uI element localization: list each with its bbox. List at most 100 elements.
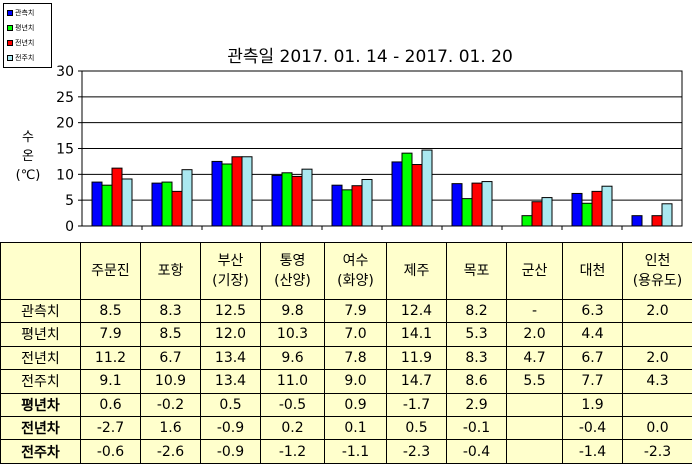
table-header-row: 주문진 포항 부산 (기장) 통영 (산양) 여수 (화양) 제주 목포 군산 대천 인천 (용유도) xyxy=(0,242,692,300)
table-cell: 2.0 xyxy=(506,322,563,347)
table-cell: -0.9 xyxy=(200,415,261,441)
station-name: (산양) xyxy=(274,272,311,289)
table-cell: 2.9 xyxy=(446,392,507,418)
legend-swatch xyxy=(7,40,13,46)
table-cell: 1.9 xyxy=(562,392,623,418)
bar xyxy=(541,197,553,227)
table-cell: -0.9 xyxy=(200,439,261,464)
station-name: 인천 xyxy=(644,252,671,269)
legend-swatch xyxy=(7,55,13,61)
table-cell: 12.4 xyxy=(386,298,447,324)
station-name: (화양) xyxy=(337,272,374,289)
bar xyxy=(391,161,403,227)
legend-label: 전년치 xyxy=(15,39,35,47)
table-cell: 10.9 xyxy=(140,369,201,394)
table-cell: 1.6 xyxy=(140,415,201,441)
row-label: 전주치 xyxy=(0,369,81,394)
table-cell: -0.1 xyxy=(446,415,507,441)
y-axis-label: 수 온 (℃) xyxy=(14,128,42,185)
table-cell: 4.3 xyxy=(622,369,692,394)
bar xyxy=(331,184,343,227)
bar xyxy=(91,181,103,227)
y-tick-label: 10 xyxy=(56,167,74,183)
y-axis-label-line-2: 온 xyxy=(22,149,34,164)
y-tick-label: 5 xyxy=(65,193,74,209)
table-cell: 9.6 xyxy=(260,345,325,371)
bar xyxy=(411,164,423,227)
legend-item: 전년치 xyxy=(7,37,34,49)
table-row: 전년차 -2.7 1.6 -0.9 0.2 0.1 0.5 -0.1 -0.4 0.0 xyxy=(0,415,692,441)
table-cell: 8.3 xyxy=(140,298,201,324)
station-name: 군산 xyxy=(521,262,548,279)
bar xyxy=(271,174,283,227)
table-cell: 2.0 xyxy=(622,298,692,324)
chart-title: 관측일 2017. 01. 14 - 2017. 01. 20 xyxy=(227,47,513,67)
row-label: 평년차 xyxy=(0,392,81,418)
legend-item: 전주치 xyxy=(7,52,34,64)
table-cell: -0.4 xyxy=(562,415,623,441)
table-cell: 7.9 xyxy=(324,298,387,324)
table-cell: 9.0 xyxy=(324,369,387,394)
bar xyxy=(281,172,293,227)
table-row: 전년치 11.2 6.7 13.4 9.6 7.8 11.9 8.3 4.7 6.7 2.0 xyxy=(0,345,692,371)
bar xyxy=(401,152,413,227)
bar xyxy=(301,168,313,227)
table-cell: 0.1 xyxy=(324,415,387,441)
station-name: 포항 xyxy=(157,262,184,279)
table-cell: 13.4 xyxy=(200,345,261,371)
table-cell: 11.0 xyxy=(260,369,325,394)
table-cell: -2.3 xyxy=(622,439,692,464)
table-cell: 9.8 xyxy=(260,298,325,324)
row-label: 전주차 xyxy=(0,439,81,464)
table-cell: -2.6 xyxy=(140,439,201,464)
bar xyxy=(571,192,583,227)
table-cell: 7.8 xyxy=(324,345,387,371)
table-row: 평년차 0.6 -0.2 0.5 -0.5 0.9 -1.7 2.9 1.9 xyxy=(0,392,692,418)
data-table: 주문진 포항 부산 (기장) 통영 (산양) 여수 (화양) 제주 목포 군산 대천 인천 (용유도) 관측… xyxy=(0,242,692,464)
table-cell: 14.7 xyxy=(386,369,447,394)
table-cell: 6.7 xyxy=(140,345,201,371)
station-name: (기장) xyxy=(212,272,249,289)
table-header-cell: 포항 xyxy=(140,242,201,300)
table-row: 전주치 9.1 10.9 13.4 11.0 9.0 14.7 8.6 5.5 7.7 4.3 xyxy=(0,369,692,394)
table-cell: 5.3 xyxy=(446,322,507,347)
station-name: 대천 xyxy=(579,262,606,279)
bar xyxy=(591,190,603,227)
y-tick-label: 0 xyxy=(65,219,74,235)
table-cell: 14.1 xyxy=(386,322,447,347)
table-row: 평년치 7.9 8.5 12.0 10.3 7.0 14.1 5.3 2.0 4.4 xyxy=(0,322,692,347)
table-cell xyxy=(622,322,692,347)
table-cell: 0.9 xyxy=(324,392,387,418)
table-cell: 5.5 xyxy=(506,369,563,394)
row-label: 전년차 xyxy=(0,415,81,441)
table-cell: 8.5 xyxy=(80,298,141,324)
legend-label: 관측치 xyxy=(15,9,35,17)
bar xyxy=(121,178,133,227)
table-cell: 11.9 xyxy=(386,345,447,371)
table-header-cell: 주문진 xyxy=(80,242,141,300)
table-cell xyxy=(506,415,563,441)
table-cell: -2.3 xyxy=(386,439,447,464)
table-cell: -0.4 xyxy=(446,439,507,464)
row-label: 관측치 xyxy=(0,298,81,324)
bar xyxy=(471,182,483,227)
bar xyxy=(291,175,303,227)
table-row: 관측치 8.5 8.3 12.5 9.8 7.9 12.4 8.2-6.3 2.0 xyxy=(0,298,692,324)
bar xyxy=(341,189,353,227)
table-cell: 11.2 xyxy=(80,345,141,371)
table-cell: 7.7 xyxy=(562,369,623,394)
table-corner-cell xyxy=(0,242,81,300)
bar xyxy=(361,179,373,227)
table-cell: 8.6 xyxy=(446,369,507,394)
table-cell xyxy=(506,392,563,418)
table-cell: 13.4 xyxy=(200,369,261,394)
table-header-cell: 제주 xyxy=(386,242,447,300)
table-cell xyxy=(506,439,563,464)
table-cell: -2.7 xyxy=(80,415,141,441)
table-cell: -0.6 xyxy=(80,439,141,464)
bar xyxy=(181,169,193,227)
table-cell: 7.0 xyxy=(324,322,387,347)
bar xyxy=(531,201,543,227)
table-cell: 6.7 xyxy=(562,345,623,371)
bar xyxy=(171,190,183,227)
